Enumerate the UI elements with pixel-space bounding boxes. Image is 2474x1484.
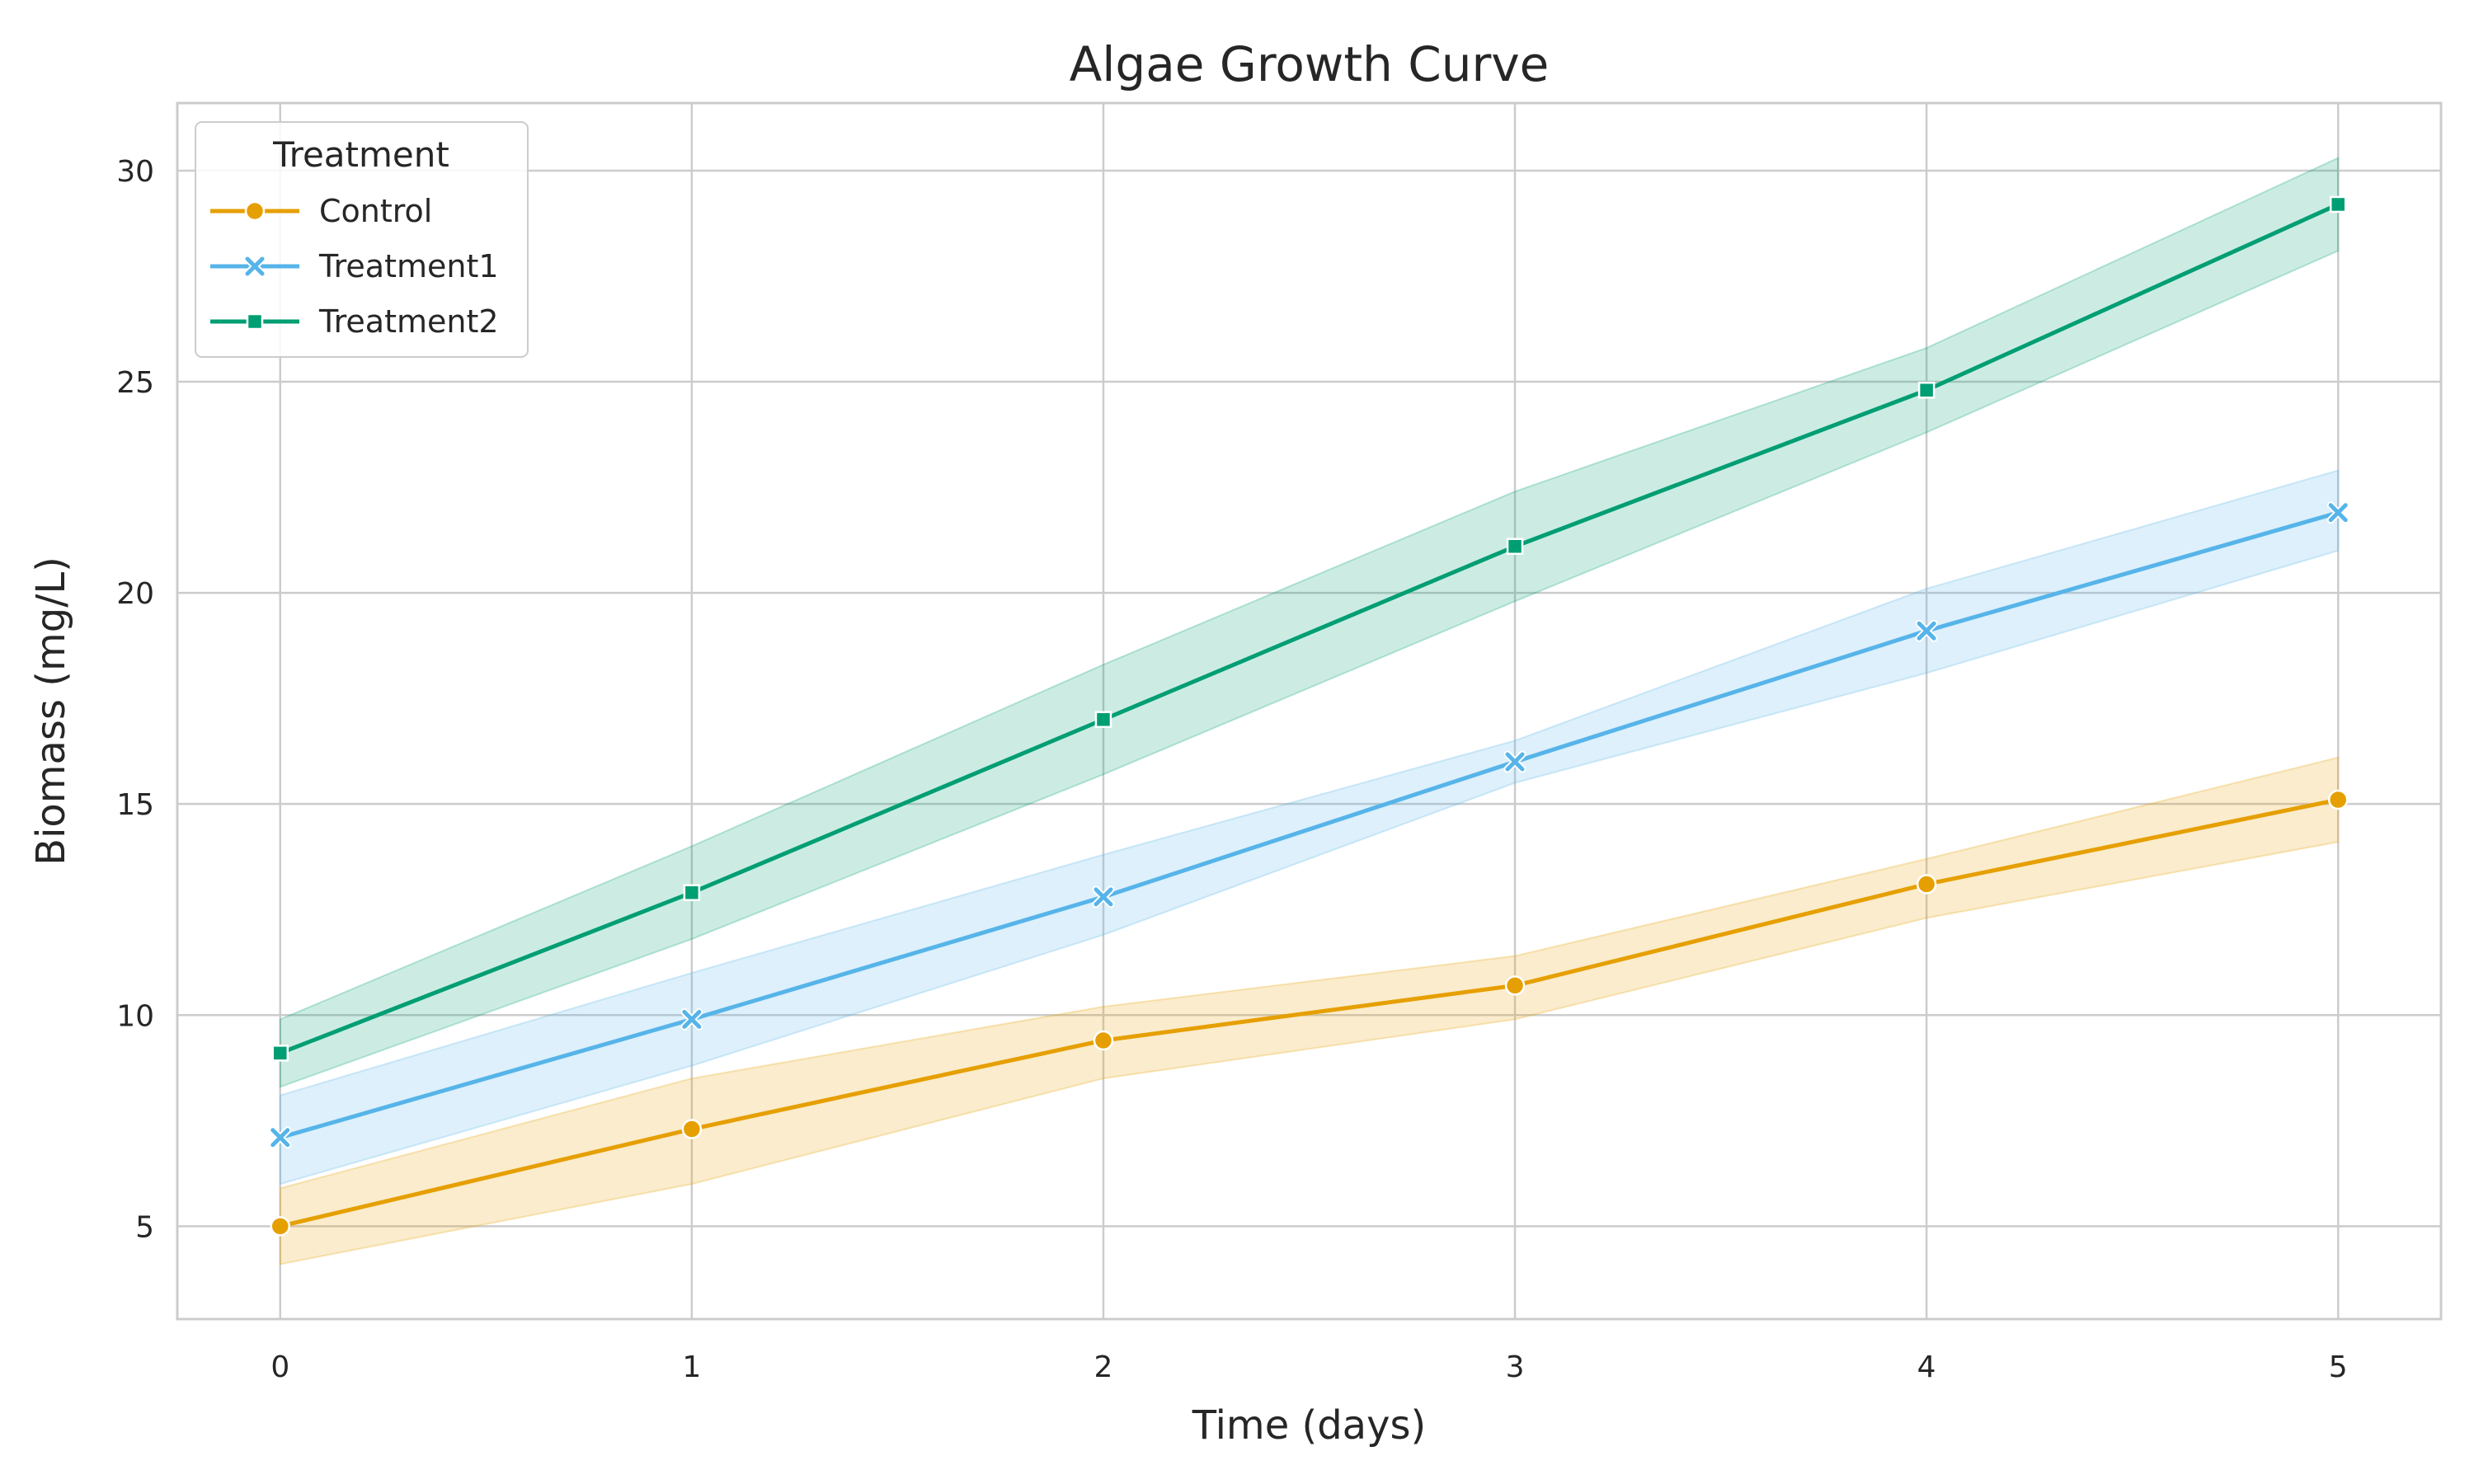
x-axis-label: Time (days) bbox=[1192, 1402, 1426, 1449]
treatment1-point bbox=[680, 1007, 703, 1031]
control-point bbox=[270, 1216, 291, 1237]
y-axis-label: Biomass (mg/L) bbox=[28, 556, 74, 866]
control-point bbox=[1916, 874, 1937, 895]
series-lines bbox=[279, 202, 2340, 1228]
treatment1-point bbox=[1092, 885, 1115, 909]
legend-label: Treatment2 bbox=[318, 303, 499, 340]
x-marker-stroke bbox=[270, 1128, 290, 1148]
y-tick-label: 20 bbox=[116, 577, 154, 611]
treatment1-point bbox=[269, 1126, 292, 1149]
y-tick-label: 10 bbox=[116, 999, 154, 1033]
control-line bbox=[280, 797, 2339, 1228]
control-confidence-band bbox=[279, 756, 2340, 1266]
plot-frame bbox=[176, 101, 2443, 1321]
legend-swatch-marker bbox=[246, 312, 264, 331]
control-point bbox=[681, 1119, 703, 1139]
control-point bbox=[2327, 789, 2349, 810]
x-tick-label: 5 bbox=[2329, 1350, 2348, 1384]
legend-item-control: Control bbox=[210, 193, 432, 229]
legend-box bbox=[195, 121, 529, 358]
treatment1-point bbox=[2326, 501, 2349, 524]
treatment2-line bbox=[279, 202, 2340, 1055]
x-marker-stroke bbox=[245, 256, 265, 276]
legend-title: Treatment bbox=[272, 134, 449, 175]
legend-item-treatment1: Treatment1 bbox=[210, 248, 499, 284]
x-tick-label: 0 bbox=[270, 1350, 289, 1384]
y-tick-labels: 5 10 15 20 25 30 bbox=[116, 155, 154, 1244]
x-marker-stroke bbox=[1094, 887, 1113, 907]
treatment1-point bbox=[1915, 619, 1938, 642]
legend-swatch-marker bbox=[243, 255, 266, 278]
series-markers bbox=[269, 195, 2349, 1237]
treatment2-point bbox=[683, 884, 701, 901]
treatment1-point bbox=[1503, 750, 1526, 773]
legend-swatch-marker bbox=[244, 200, 266, 222]
control-point bbox=[1093, 1030, 1114, 1051]
x-marker-stroke bbox=[2328, 503, 2348, 523]
y-tick-label: 30 bbox=[116, 155, 154, 189]
legend-items: Control Treatment1 Treatment2 bbox=[210, 193, 499, 340]
x-tick-label: 4 bbox=[1917, 1350, 1936, 1384]
legend-label: Control bbox=[319, 193, 432, 229]
x-marker-stroke bbox=[1505, 752, 1525, 772]
y-tick-label: 25 bbox=[116, 366, 154, 400]
treatment2-point bbox=[271, 1045, 289, 1062]
x-tick-label: 1 bbox=[682, 1350, 701, 1384]
treatment2-point bbox=[1506, 538, 1524, 556]
treatment2-point bbox=[1917, 382, 1935, 399]
x-tick-label: 2 bbox=[1094, 1350, 1113, 1384]
legend: Treatment Control Treatment1 Treatment2 bbox=[195, 121, 529, 358]
y-tick-label: 5 bbox=[135, 1210, 154, 1244]
treatment2-point bbox=[1094, 711, 1112, 728]
treatment2-point bbox=[2329, 195, 2347, 214]
x-tick-labels: 0 1 2 3 4 5 bbox=[270, 1350, 2347, 1384]
legend-label: Treatment1 bbox=[318, 248, 499, 284]
chart-title: Algae Growth Curve bbox=[1070, 36, 1550, 92]
treatment1-line bbox=[280, 510, 2339, 1140]
y-tick-label: 15 bbox=[116, 788, 154, 822]
treatment2-confidence-band bbox=[279, 157, 2340, 1088]
control-point bbox=[1504, 975, 1526, 996]
x-marker-stroke bbox=[1917, 621, 1936, 641]
x-marker-stroke bbox=[682, 1009, 702, 1029]
x-tick-label: 3 bbox=[1506, 1350, 1525, 1384]
legend-item-treatment2: Treatment2 bbox=[210, 303, 499, 340]
